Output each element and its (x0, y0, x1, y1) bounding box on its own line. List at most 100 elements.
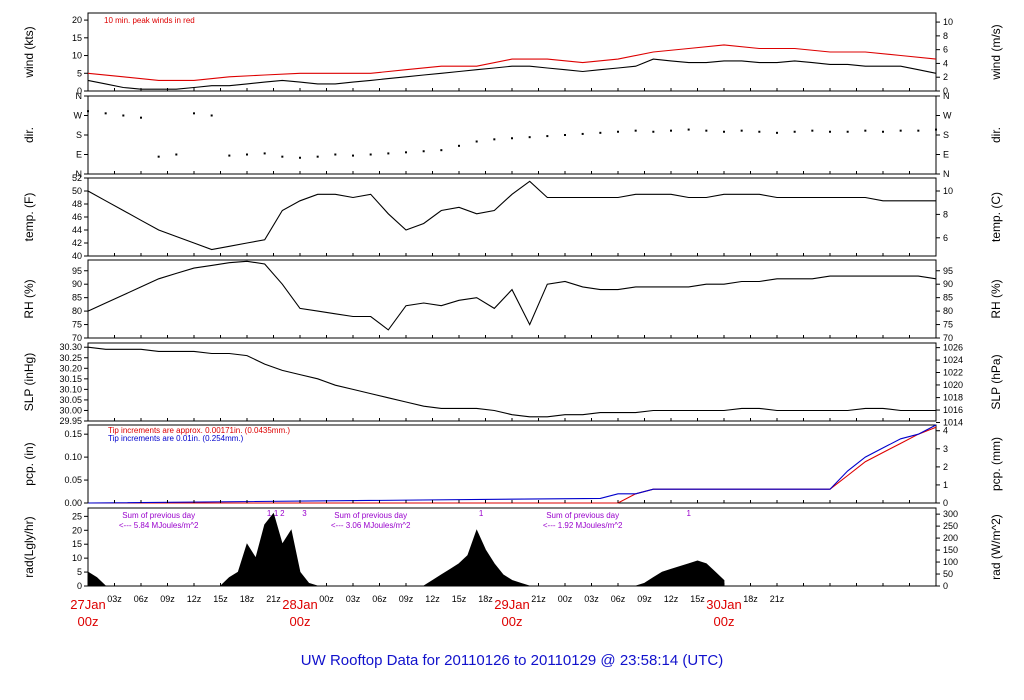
ytick-label-right-rh: 95 (943, 266, 953, 276)
ytick-label-left-dir: S (76, 130, 82, 140)
ytick-label-right-rad: 0 (943, 581, 948, 591)
ytick-label-right-slp: 1022 (943, 368, 963, 378)
ytick-label-right-rad: 100 (943, 557, 958, 567)
ylabel-right-rh: RH (%) (989, 279, 1003, 318)
series-area-rad (87, 512, 725, 587)
annotation-rad: Sum of previous day (546, 511, 619, 520)
day-label-time: 00z (714, 614, 735, 629)
ytick-label-right-pcp: 3 (943, 444, 948, 454)
ytick-label-right-slp: 1026 (943, 343, 963, 353)
xtick-label: 09z (637, 594, 652, 604)
ytick-label-left-temp: 48 (72, 199, 82, 209)
ytick-label-left-dir: E (76, 150, 82, 160)
ylabel-right-dir: dir. (989, 127, 1003, 143)
xtick-label: 03z (107, 594, 122, 604)
data-point-dir (193, 112, 195, 115)
data-point-dir (387, 152, 390, 155)
series-line-slp-black (87, 346, 936, 418)
xtick-label: 18z (743, 594, 758, 604)
ytick-label-right-rh: 70 (943, 333, 953, 343)
xtick-label: 06z (372, 594, 387, 604)
ytick-label-right-wind: 8 (943, 31, 948, 41)
ytick-label-right-rad: 200 (943, 533, 958, 543)
data-point-dir (528, 136, 531, 139)
data-point-dir (564, 134, 566, 136)
panel-frame-rad (87, 507, 937, 587)
data-point-dir (210, 114, 213, 117)
data-point-dir (758, 130, 761, 133)
data-point-dir (246, 153, 248, 156)
data-point-dir (829, 130, 831, 133)
data-point-dir (511, 137, 513, 140)
data-point-dir (846, 130, 849, 133)
data-point-dir (493, 138, 496, 141)
ytick-label-left-temp: 50 (72, 186, 82, 196)
data-point-dir (776, 131, 778, 134)
ytick-label-left-dir: W (74, 111, 83, 121)
xtick-label: 15z (690, 594, 705, 604)
annotation-pcp: Tip increments are 0.01in. (0.254mm.) (108, 434, 244, 443)
data-point-dir (281, 155, 284, 158)
marker-label-rad: 1 (274, 509, 279, 518)
ytick-label-right-dir: N (943, 91, 950, 101)
ytick-label-left-rh: 70 (72, 333, 82, 343)
ytick-label-left-rh: 95 (72, 266, 82, 276)
ylabel-right-temp: temp. (C) (989, 192, 1003, 242)
ytick-label-left-slp: 30.30 (59, 342, 82, 352)
ytick-label-right-wind: 2 (943, 72, 948, 82)
series-line-pcp-blue (87, 424, 937, 504)
ytick-label-right-wind: 10 (943, 17, 953, 27)
ytick-label-left-slp: 30.25 (59, 353, 82, 363)
ytick-label-left-slp: 30.20 (59, 363, 82, 373)
ylabel-right-pcp: pcp. (mm) (989, 437, 1003, 491)
day-label-date: 27Jan (70, 597, 105, 612)
ytick-label-left-wind: 5 (77, 68, 82, 78)
data-point-dir (723, 130, 725, 133)
data-point-dir (104, 112, 107, 115)
ytick-label-left-wind: 0 (77, 86, 82, 96)
ytick-label-right-rh: 90 (943, 279, 953, 289)
data-point-dir (652, 130, 655, 133)
panel-frame-temp (87, 177, 937, 257)
data-point-dir (475, 140, 478, 143)
day-label-time: 00z (78, 614, 99, 629)
xtick-label: 21z (531, 594, 546, 604)
ytick-label-right-temp: 6 (943, 233, 948, 243)
xtick-label: 00z (319, 594, 334, 604)
ytick-label-right-slp: 1024 (943, 355, 963, 365)
ytick-label-right-wind: 6 (943, 45, 948, 55)
xtick-label: 18z (478, 594, 493, 604)
data-point-dir (157, 155, 160, 158)
ytick-label-left-temp: 40 (72, 251, 82, 261)
ytick-label-left-rad: 10 (72, 553, 82, 563)
ytick-label-left-wind: 10 (72, 51, 82, 61)
data-point-dir (140, 116, 142, 119)
ytick-label-right-rad: 150 (943, 545, 958, 555)
data-point-dir (369, 153, 372, 156)
xtick-label: 06z (611, 594, 626, 604)
ytick-label-left-rad: 5 (77, 567, 82, 577)
ytick-label-left-rh: 80 (72, 306, 82, 316)
panel-frame-slp (87, 342, 937, 422)
ytick-label-left-temp: 42 (72, 238, 82, 248)
ylabel-left-pcp: pcp. (in) (22, 442, 36, 485)
xtick-label: 15z (452, 594, 467, 604)
ytick-label-right-temp: 10 (943, 186, 953, 196)
ytick-label-right-temp: 8 (943, 209, 948, 219)
data-point-dir (617, 130, 619, 133)
xtick-label: 00z (558, 594, 573, 604)
series-line-pcp-red (88, 426, 937, 504)
annotation-rad: <--- 3.06 MJoules/m^2 (331, 521, 411, 530)
day-label-date: 30Jan (706, 597, 741, 612)
data-point-dir (299, 156, 301, 159)
series-line-temp-black (87, 180, 936, 251)
ytick-label-left-pcp: 0.15 (64, 429, 82, 439)
ytick-label-right-slp: 1018 (943, 393, 963, 403)
data-point-dir (687, 128, 690, 131)
ytick-label-left-wind: 20 (72, 15, 82, 25)
ytick-label-left-rad: 25 (72, 511, 82, 521)
ytick-label-left-dir: N (76, 91, 83, 101)
ylabel-right-slp: SLP (hPa) (989, 354, 1003, 409)
xtick-label: 12z (425, 594, 440, 604)
